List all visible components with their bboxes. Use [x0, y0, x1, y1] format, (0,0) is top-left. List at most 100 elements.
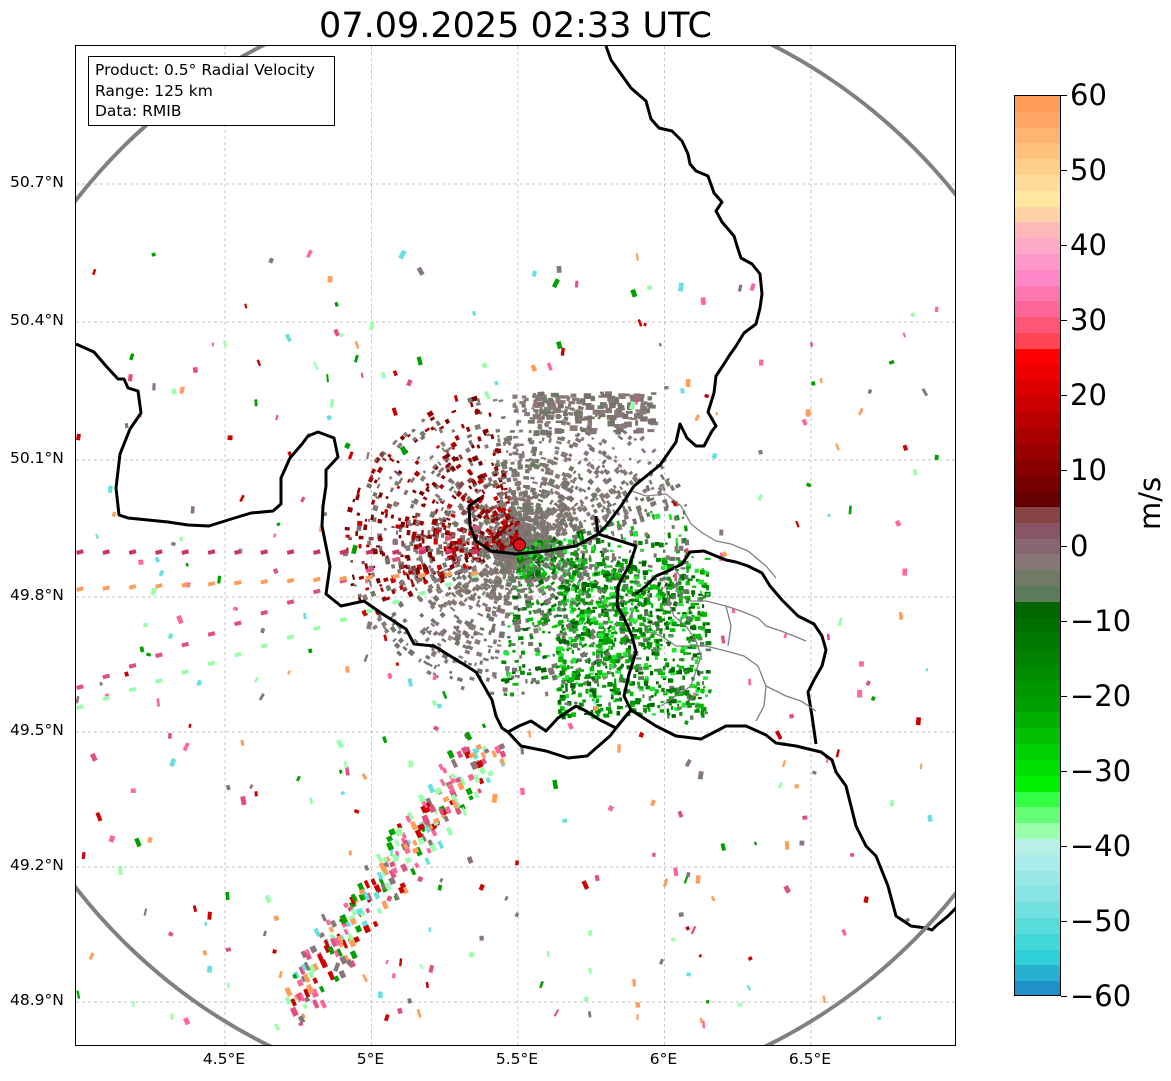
echo-gate	[492, 479, 498, 484]
echo-gate	[548, 427, 552, 430]
echo-gate	[748, 678, 752, 686]
echo-gate	[475, 401, 481, 406]
echo-gate	[350, 582, 355, 587]
echo-gate	[443, 658, 449, 664]
echo-gate	[583, 572, 589, 577]
echo-gate	[577, 659, 583, 662]
echo-gate	[612, 682, 618, 690]
echo-gate	[504, 587, 510, 591]
radar-map[interactable]	[75, 45, 956, 1046]
echo-gate	[655, 640, 659, 643]
echo-gate	[392, 637, 397, 643]
echo-gate	[599, 391, 604, 394]
echo-gate	[651, 648, 655, 651]
echo-gate	[559, 664, 565, 667]
echo-gate	[553, 1009, 560, 1017]
echo-gate	[674, 483, 681, 489]
echo-gate	[694, 414, 700, 422]
echo-gate	[420, 418, 426, 423]
echo-gate	[684, 503, 688, 507]
echo-gate	[518, 636, 524, 641]
echo-gate	[435, 420, 441, 427]
echo-gate	[552, 653, 556, 657]
echo-gate	[349, 950, 358, 960]
echo-gate	[645, 511, 651, 518]
echo-gate	[622, 579, 626, 583]
echo-gate	[260, 609, 269, 616]
echo-gate	[437, 840, 445, 850]
map-canvas	[76, 46, 955, 1045]
echo-gate	[475, 651, 483, 658]
echo-gate	[591, 545, 595, 551]
echo-gate	[587, 602, 594, 606]
echo-gate	[447, 546, 453, 550]
echo-gate	[168, 633, 174, 640]
echo-gate	[660, 676, 667, 679]
echo-gate	[459, 554, 463, 557]
echo-gate	[466, 644, 474, 651]
echo-gate	[540, 468, 545, 472]
echo-gate	[240, 739, 245, 746]
echo-gate	[576, 548, 580, 551]
echo-gate	[865, 680, 871, 687]
echo-gate	[595, 600, 602, 604]
echo-gate	[678, 534, 682, 537]
echo-gate	[598, 622, 603, 628]
echo-gate	[600, 393, 608, 398]
echo-gate	[429, 416, 436, 422]
echo-gate	[596, 586, 601, 590]
echo-gate	[523, 491, 526, 497]
echo-gate	[204, 921, 207, 926]
echo-gate	[678, 665, 685, 669]
echo-gate	[233, 549, 242, 555]
echo-gate	[372, 548, 378, 555]
echo-gate	[484, 668, 489, 673]
echo-gate	[640, 686, 644, 689]
echo-gate	[573, 601, 577, 605]
echo-gate	[567, 538, 573, 545]
echo-gate	[546, 417, 550, 420]
echo-gate	[506, 477, 512, 483]
echo-gate	[622, 537, 627, 542]
echo-gate	[217, 575, 222, 584]
echo-gate	[517, 472, 520, 476]
echo-gate	[554, 450, 559, 455]
echo-gate	[384, 512, 389, 519]
echo-gate	[684, 539, 690, 546]
echo-gate	[372, 624, 378, 631]
echo-gate	[344, 526, 350, 531]
echo-gate	[633, 674, 637, 678]
echo-gate	[620, 602, 625, 607]
echo-gate	[448, 485, 455, 492]
echo-gate	[466, 537, 470, 541]
echo-gate	[659, 709, 665, 713]
echo-gate	[353, 354, 359, 363]
echo-gate	[569, 412, 574, 416]
echo-gate	[498, 639, 501, 643]
echo-gate	[102, 673, 111, 680]
echo-gate	[679, 711, 683, 717]
echo-gate	[503, 600, 510, 606]
echo-gate	[391, 407, 398, 416]
echo-gate	[659, 628, 663, 632]
echo-gate	[650, 634, 655, 638]
echo-gate	[571, 441, 579, 448]
echo-gate	[416, 455, 421, 461]
echo-gate	[498, 539, 502, 543]
echo-gate	[620, 637, 626, 642]
echo-gate	[588, 644, 595, 648]
echo-gate	[582, 699, 586, 703]
echo-gate	[491, 623, 496, 629]
echo-gate	[694, 659, 699, 665]
echo-gate	[677, 703, 680, 707]
echo-gate	[483, 638, 488, 642]
echo-gate	[627, 590, 634, 593]
echo-gate	[493, 675, 497, 679]
echo-gate	[686, 566, 691, 569]
echo-gate	[705, 593, 710, 596]
echo-gate	[699, 590, 702, 594]
echo-gate	[474, 662, 478, 667]
echo-gate	[436, 564, 443, 571]
echo-gate	[619, 562, 624, 568]
echo-gate	[575, 628, 579, 632]
